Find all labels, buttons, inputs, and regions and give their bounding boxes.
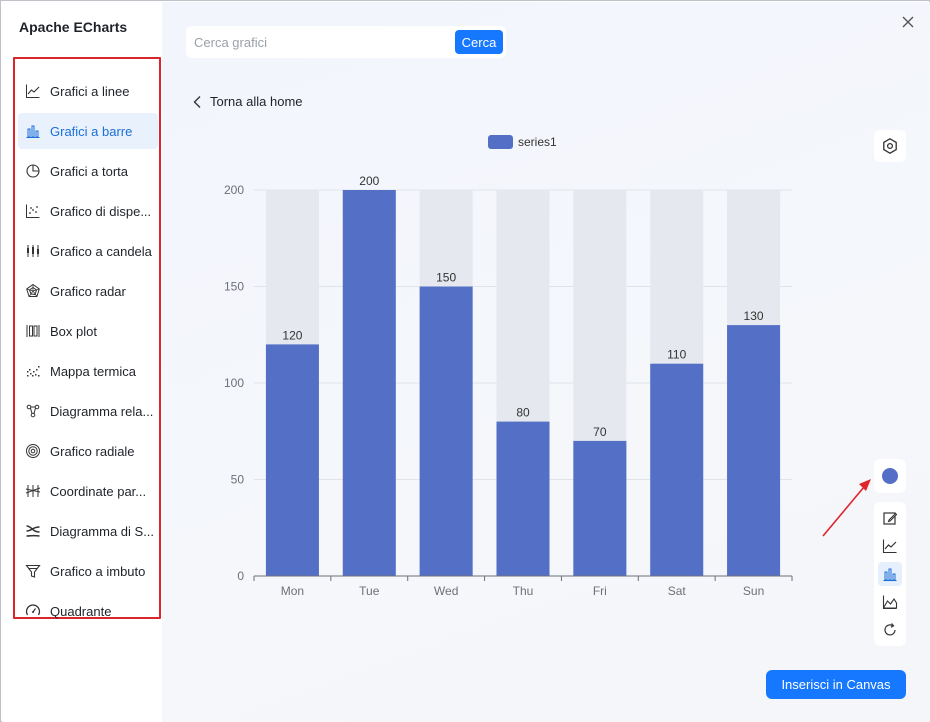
pie-chart-icon [24,162,42,180]
bar [496,421,550,576]
bar [265,344,319,576]
sidebar-item-scatter-chart[interactable]: Grafico di dispe... [18,193,158,229]
boxplot-chart-icon [24,322,42,340]
sidebar-item-label: Diagramma rela... [50,403,154,419]
legend-label: series1 [518,135,557,149]
edit-icon [883,512,898,525]
data-label: 130 [744,309,764,323]
area-chart-icon [882,595,898,610]
parallel-coordinates-icon [24,482,42,500]
sidebar-item-label: Grafico di dispe... [50,203,152,219]
switch-to-line-button[interactable] [878,534,902,558]
bar [727,325,781,576]
x-tick-label: Wed [434,584,458,598]
sidebar-item-label: Diagramma di S... [50,523,155,539]
line-chart-icon [24,82,42,100]
close-icon[interactable] [900,14,916,30]
series-color-swatch [882,468,898,484]
sidebar-item-label: Quadrante [50,603,112,619]
sidebar-item-label: Grafici a barre [50,123,133,139]
bar [342,190,396,576]
y-tick-label: 0 [237,569,244,583]
reset-button[interactable] [878,618,902,642]
app-title: Apache ECharts [19,19,128,35]
y-tick-label: 150 [224,280,244,294]
bar [573,440,627,576]
sidebar-item-gauge-chart[interactable]: Quadrante [18,593,158,629]
sidebar-item-label: Mappa termica [50,363,136,379]
sidebar-item-bar-chart[interactable]: Grafici a barre [18,113,158,149]
main-panel: Cerca Torna alla home 0 50 100 150 200 120 Mon… [162,2,930,722]
bar-chart-icon [24,122,42,140]
relation-graph-icon [24,402,42,420]
search-button[interactable]: Cerca [455,30,503,54]
sidebar-item-candlestick-chart[interactable]: Grafico a candela [18,233,158,269]
search-input[interactable] [186,34,446,50]
chart-toolbar [874,502,906,646]
sidebar-item-label: Grafico radar [50,283,126,299]
data-label: 70 [593,425,607,439]
bar [419,286,473,576]
data-label: 200 [359,174,379,188]
heatmap-chart-icon [24,362,42,380]
sidebar-item-pie-chart[interactable]: Grafici a torta [18,153,158,189]
insert-in-canvas-button[interactable]: Inserisci in Canvas [766,670,906,699]
x-tick-label: Mon [281,584,304,598]
sidebar-item-funnel-chart[interactable]: Grafico a imbuto [18,553,158,589]
radar-chart-icon [24,282,42,300]
sidebar-item-label: Grafico a candela [50,243,152,259]
chart-settings-button[interactable] [874,130,906,162]
legend-swatch [488,135,513,149]
bar-chart: 0 50 100 150 200 120 Mon 200 Tue 150 Wed 80 Thu 70 Fri… [224,135,793,598]
sidebar-item-radial-chart[interactable]: Grafico radiale [18,433,158,469]
sidebar-item-boxplot-chart[interactable]: Box plot [18,313,158,349]
chart-type-list: Grafici a linee Grafici a barre Grafici a … [13,57,161,619]
search-bar: Cerca [186,26,506,58]
candlestick-chart-icon [24,242,42,260]
sidebar-item-label: Grafici a linee [50,83,130,99]
data-label: 150 [436,271,456,285]
y-tick-label: 100 [224,376,244,390]
sidebar: Apache ECharts Grafici a linee Grafici a … [2,2,162,722]
sidebar-item-heatmap-chart[interactable]: Mappa termica [18,353,158,389]
sidebar-item-parallel-coordinates[interactable]: Coordinate par... [18,473,158,509]
back-label: Torna alla home [210,94,303,109]
y-tick-label: 50 [231,473,245,487]
refresh-icon [884,623,896,636]
funnel-chart-icon [24,562,42,580]
sidebar-item-sankey-chart[interactable]: Diagramma di S... [18,513,158,549]
data-label: 120 [282,328,302,342]
sidebar-item-radar-chart[interactable]: Grafico radar [18,273,158,309]
chevron-left-icon [193,95,201,108]
line-chart-icon [882,539,897,554]
switch-to-bar-button[interactable] [878,562,902,586]
gauge-chart-icon [24,602,42,620]
series-color-picker[interactable] [874,459,906,493]
sidebar-item-label: Grafico radiale [50,443,135,459]
sidebar-item-label: Grafico a imbuto [50,563,146,579]
x-tick-label: Tue [359,584,380,598]
settings-icon [883,138,897,154]
sidebar-item-label: Coordinate par... [50,483,147,499]
bar [650,363,704,576]
back-link[interactable]: Torna alla home [192,94,303,109]
edit-data-button[interactable] [878,506,902,530]
scatter-chart-icon [24,202,42,220]
x-tick-label: Sat [668,584,687,598]
sidebar-item-relation-graph[interactable]: Diagramma rela... [18,393,158,429]
bar-chart-icon [883,568,897,582]
radial-chart-icon [24,442,42,460]
data-label: 110 [667,348,686,362]
sidebar-item-label: Box plot [50,323,97,339]
y-tick-label: 200 [224,183,244,197]
sankey-chart-icon [24,522,42,540]
switch-to-area-button[interactable] [878,590,902,614]
x-tick-label: Fri [593,584,607,598]
sidebar-item-line-chart[interactable]: Grafici a linee [18,73,158,109]
sidebar-item-label: Grafici a torta [50,163,129,179]
x-tick-label: Thu [513,584,534,598]
x-tick-label: Sun [743,584,764,598]
data-label: 80 [516,406,530,420]
